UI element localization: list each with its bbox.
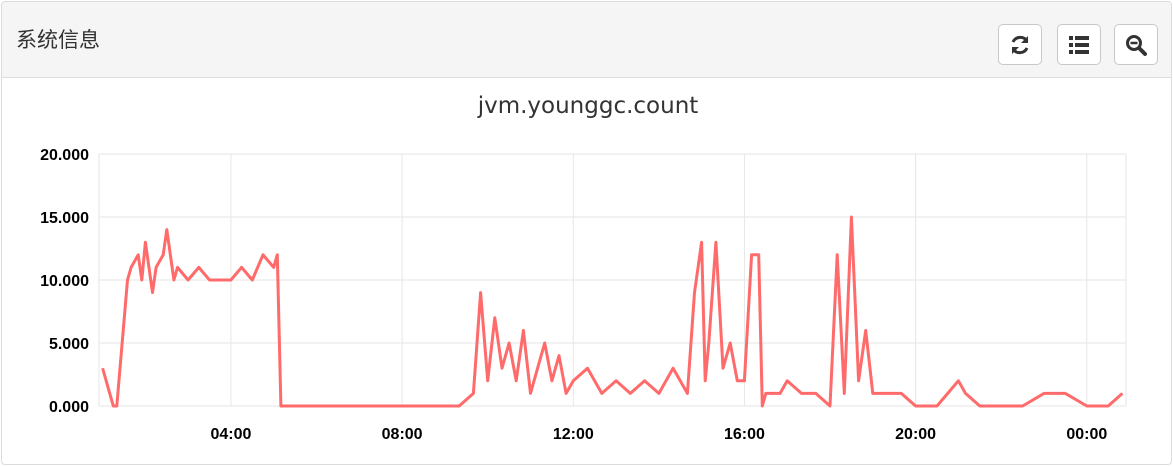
zoom-button[interactable] — [1114, 24, 1158, 65]
panel-title: 系统信息 — [16, 28, 100, 52]
refresh-button[interactable] — [998, 24, 1042, 65]
x-tick-label: 08:00 — [382, 426, 423, 443]
refresh-icon — [1011, 35, 1029, 54]
y-tick-label: 15.000 — [40, 210, 89, 227]
x-axis-ticks: 04:00 08:00 12:00 16:00 20:00 00:00 — [210, 426, 1107, 443]
y-tick-label: 20.000 — [40, 147, 89, 164]
y-tick-label: 5.000 — [49, 336, 89, 353]
x-tick-label: 04:00 — [210, 426, 251, 443]
list-icon — [1069, 35, 1089, 54]
series-line — [101, 215, 1124, 408]
x-tick-label: 00:00 — [1066, 426, 1107, 443]
chart-title: jvm.younggc.count — [477, 93, 699, 119]
y-tick-label: 0.000 — [49, 399, 89, 416]
x-tick-label: 12:00 — [553, 426, 594, 443]
chart-grid — [98, 153, 1127, 407]
x-tick-label: 16:00 — [724, 426, 765, 443]
x-tick-label: 20:00 — [895, 426, 936, 443]
chart-series — [101, 215, 1124, 408]
list-button[interactable] — [1057, 24, 1101, 65]
y-axis-ticks: 0.000 5.000 10.000 15.000 20.000 — [40, 147, 89, 416]
panel-header: 系统信息 — [2, 2, 1171, 78]
y-tick-label: 10.000 — [40, 273, 89, 290]
zoom-icon — [1126, 34, 1147, 56]
